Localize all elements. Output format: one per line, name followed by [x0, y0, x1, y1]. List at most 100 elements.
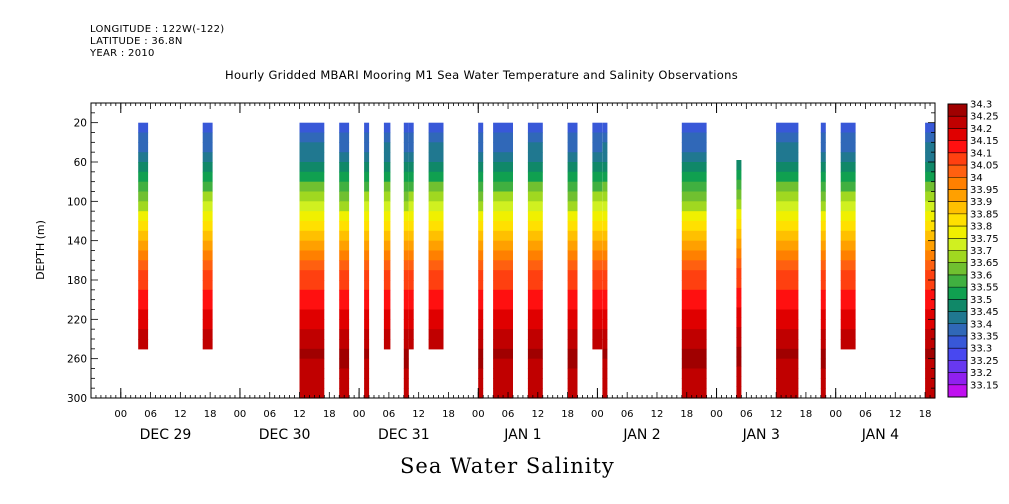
- data-column: [681, 122, 707, 399]
- salinity-cell: [840, 309, 856, 320]
- salinity-cell: [478, 250, 484, 261]
- salinity-cell: [403, 201, 409, 212]
- salinity-cell: [339, 378, 350, 389]
- salinity-cell: [493, 240, 513, 252]
- salinity-cell: [202, 201, 213, 212]
- salinity-cell: [403, 132, 409, 143]
- salinity-cell: [364, 181, 370, 193]
- salinity-cell: [925, 348, 935, 360]
- salinity-cell: [681, 171, 707, 183]
- salinity-cell: [428, 171, 444, 183]
- x-day-label: DEC 31: [378, 427, 430, 443]
- salinity-cell: [493, 132, 513, 143]
- salinity-cell: [820, 280, 826, 291]
- salinity-cell: [567, 181, 578, 193]
- salinity-cell: [840, 211, 856, 222]
- salinity-cell: [840, 230, 856, 242]
- salinity-cell: [493, 339, 513, 350]
- salinity-cell: [681, 358, 707, 370]
- salinity-cell: [428, 181, 444, 193]
- salinity-cell: [383, 142, 391, 153]
- salinity-cell: [299, 191, 325, 202]
- colorbar-swatch: [948, 189, 967, 202]
- salinity-cell: [567, 289, 578, 301]
- salinity-cell: [493, 162, 513, 173]
- salinity-cell: [339, 358, 350, 370]
- salinity-cell: [299, 378, 325, 389]
- salinity-cell: [527, 181, 543, 193]
- salinity-cell: [681, 270, 707, 281]
- salinity-cell: [602, 142, 608, 153]
- data-column: [736, 160, 742, 399]
- y-tick-label: 180: [67, 275, 87, 287]
- salinity-cell: [925, 201, 935, 212]
- salinity-cell: [776, 368, 799, 379]
- plot-area: [138, 122, 935, 399]
- salinity-cell: [820, 368, 826, 379]
- salinity-cell: [925, 132, 935, 143]
- salinity-cell: [493, 309, 513, 320]
- salinity-cell: [567, 122, 578, 134]
- x-hour-tick-label: 18: [561, 409, 574, 420]
- x-day-label: JAN 4: [861, 427, 899, 443]
- salinity-cell: [493, 280, 513, 291]
- salinity-cell: [592, 260, 603, 271]
- salinity-cell: [602, 309, 608, 320]
- salinity-cell: [138, 240, 149, 252]
- salinity-cell: [339, 240, 350, 252]
- salinity-cell: [840, 270, 856, 281]
- salinity-cell: [602, 191, 608, 202]
- salinity-cell: [527, 191, 543, 202]
- colorbar-label: 33.7: [970, 246, 992, 257]
- salinity-cell: [681, 309, 707, 320]
- salinity-cell: [408, 319, 414, 330]
- variable-title: Sea Water Salinity: [400, 454, 615, 478]
- salinity-cell: [567, 230, 578, 242]
- salinity-cell: [383, 162, 391, 173]
- data-column: [339, 122, 350, 399]
- salinity-cell: [478, 142, 484, 153]
- colorbar-swatch: [948, 372, 967, 386]
- salinity-cell: [602, 152, 608, 163]
- salinity-cell: [820, 348, 826, 360]
- salinity-cell: [339, 230, 350, 242]
- salinity-cell: [493, 289, 513, 301]
- salinity-cell: [493, 171, 513, 183]
- salinity-cell: [478, 230, 484, 242]
- salinity-cell: [527, 122, 543, 134]
- y-tick-label: 100: [67, 196, 87, 208]
- colorbar-swatch: [948, 287, 967, 300]
- salinity-cell: [776, 250, 799, 261]
- salinity-cell: [776, 329, 799, 340]
- x-hour-tick-label: 12: [770, 409, 783, 420]
- salinity-cell: [202, 240, 213, 252]
- colorbar-label: 34.25: [970, 112, 999, 123]
- colorbar-label: 33.4: [970, 319, 992, 330]
- colorbar-swatch: [948, 116, 967, 129]
- salinity-cell: [776, 122, 799, 134]
- salinity-cell: [681, 122, 707, 134]
- salinity-cell: [478, 211, 484, 222]
- salinity-cell: [364, 152, 370, 163]
- salinity-cell: [776, 309, 799, 320]
- colorbar-label: 33.15: [970, 380, 999, 391]
- x-hour-tick-label: 12: [651, 409, 664, 420]
- salinity-cell: [138, 299, 149, 311]
- salinity-cell: [527, 280, 543, 291]
- colorbar-swatch: [948, 104, 967, 117]
- salinity-cell: [383, 152, 391, 163]
- salinity-cell: [478, 171, 484, 183]
- salinity-cell: [681, 280, 707, 291]
- salinity-cell: [776, 348, 799, 360]
- salinity-cell: [602, 162, 608, 173]
- x-hour-tick-label: 06: [859, 409, 872, 420]
- salinity-cell: [403, 270, 409, 281]
- salinity-cell: [403, 339, 409, 350]
- salinity-cell: [339, 221, 350, 232]
- salinity-cell: [428, 260, 444, 271]
- salinity-cell: [527, 358, 543, 370]
- salinity-cell: [299, 329, 325, 340]
- data-column: [364, 122, 370, 399]
- colorbar-swatch: [948, 250, 967, 264]
- salinity-cell: [138, 329, 149, 340]
